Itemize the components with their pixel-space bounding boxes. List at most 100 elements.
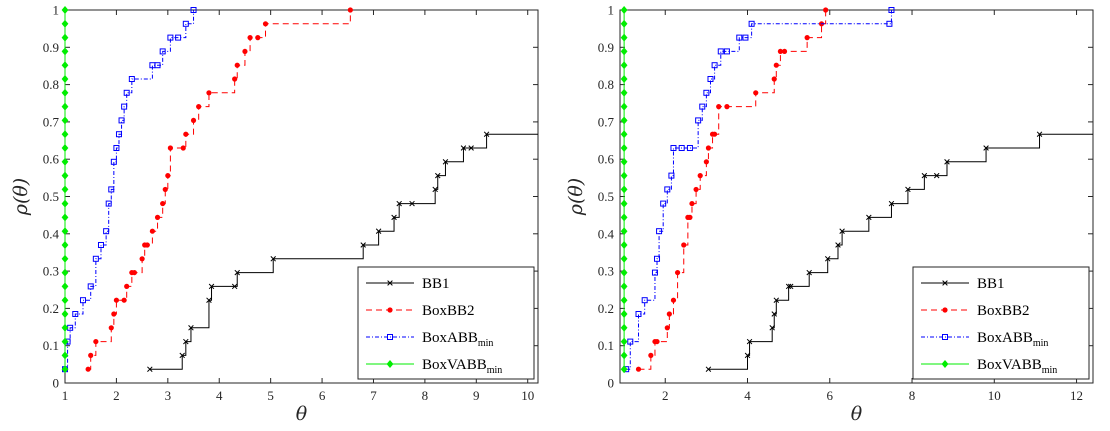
data-point <box>483 131 490 137</box>
x-tick-label: 2 <box>662 388 669 403</box>
data-point <box>255 35 261 41</box>
x-axis-label: θ <box>296 403 308 425</box>
data-point <box>641 297 648 304</box>
data-point <box>128 76 135 83</box>
legend-entry: BB1 <box>977 276 1005 292</box>
data-point <box>712 131 718 137</box>
data-point <box>234 62 240 68</box>
y-tick-label: 0.8 <box>43 77 59 92</box>
data-point <box>620 282 628 291</box>
data-point <box>866 214 872 221</box>
x-tick-label: 4 <box>744 388 751 403</box>
legend-entry-subscript: min <box>1033 338 1049 349</box>
y-axis-label: ρ(θ) <box>10 178 32 216</box>
legend-swatch-marker <box>941 360 949 368</box>
data-point <box>121 297 127 303</box>
data-point <box>620 116 628 125</box>
data-point <box>442 159 449 165</box>
data-point <box>620 130 628 139</box>
data-point <box>79 297 86 304</box>
data-point <box>262 21 269 27</box>
series-boxbb2 <box>635 7 829 372</box>
legend-entry-name: BB1 <box>422 276 450 292</box>
legend-entry-name: BoxBB2 <box>422 303 475 319</box>
data-point <box>167 145 173 151</box>
data-point <box>835 242 841 248</box>
data-point <box>139 256 145 262</box>
legend-box <box>912 266 1090 380</box>
y-tick-label: 0.4 <box>598 226 615 241</box>
legend-swatch-marker <box>942 307 948 313</box>
data-point <box>620 268 628 277</box>
legend-entry-subscript: min <box>478 338 494 349</box>
data-point <box>159 48 166 55</box>
data-point <box>769 325 775 331</box>
data-point <box>742 34 749 41</box>
y-tick-label: 0.2 <box>598 301 614 316</box>
data-point <box>61 268 69 277</box>
data-point <box>620 19 628 28</box>
x-tick-label: 6 <box>319 388 326 403</box>
legend-entry: BoxBB2 <box>977 303 1030 319</box>
data-point <box>87 283 94 290</box>
data-point <box>705 145 712 151</box>
data-point <box>773 62 779 68</box>
data-point <box>183 131 189 137</box>
legend-entry-name: BoxABB <box>422 330 478 346</box>
data-point <box>61 213 69 222</box>
data-point <box>61 33 69 42</box>
y-tick-label: 0.6 <box>598 152 615 167</box>
data-point <box>468 145 474 151</box>
data-point <box>85 366 91 372</box>
legend-swatch-marker <box>387 280 393 286</box>
data-point <box>165 173 171 179</box>
data-point <box>620 185 628 194</box>
data-point <box>983 145 989 151</box>
data-point <box>678 145 685 152</box>
data-point <box>247 35 253 41</box>
x-tick-label: 10 <box>521 388 534 403</box>
x-tick-label: 1 <box>62 388 69 403</box>
data-point <box>92 255 99 262</box>
data-point <box>905 186 911 193</box>
data-point <box>61 310 69 318</box>
data-point <box>391 214 397 221</box>
data-point <box>620 241 628 249</box>
data-point <box>933 172 940 179</box>
data-point <box>206 90 212 96</box>
data-point <box>699 103 706 110</box>
data-point <box>208 283 215 290</box>
data-point <box>118 117 125 124</box>
data-point <box>705 366 712 372</box>
data-point <box>61 254 69 263</box>
data-point <box>409 200 415 207</box>
y-tick-label: 0 <box>53 376 60 391</box>
data-point <box>693 186 699 193</box>
data-point <box>635 310 642 317</box>
data-point <box>108 325 114 331</box>
data-point <box>664 325 670 331</box>
data-point <box>620 88 628 97</box>
series-boxabb-min <box>623 7 895 373</box>
data-point <box>785 283 792 290</box>
data-point <box>61 130 69 139</box>
data-point <box>886 20 893 27</box>
series-bb1 <box>147 131 538 372</box>
data-point <box>620 227 628 236</box>
data-point <box>270 256 276 262</box>
performance-profile-right: 00.10.20.30.40.50.60.70.80.912 4 6 8 10 12θρ(… <box>565 3 1094 425</box>
data-point <box>234 269 240 276</box>
data-point <box>689 200 695 207</box>
data-point <box>154 62 161 69</box>
data-point <box>61 88 69 97</box>
x-axis-label: θ <box>851 403 863 425</box>
legend-swatch-marker <box>387 334 393 340</box>
data-point <box>888 200 895 207</box>
data-point <box>375 228 382 234</box>
data-point <box>620 337 628 346</box>
data-point <box>620 351 628 360</box>
data-point <box>154 214 161 220</box>
data-point <box>695 117 702 124</box>
data-point <box>771 76 777 82</box>
data-point <box>681 242 687 248</box>
